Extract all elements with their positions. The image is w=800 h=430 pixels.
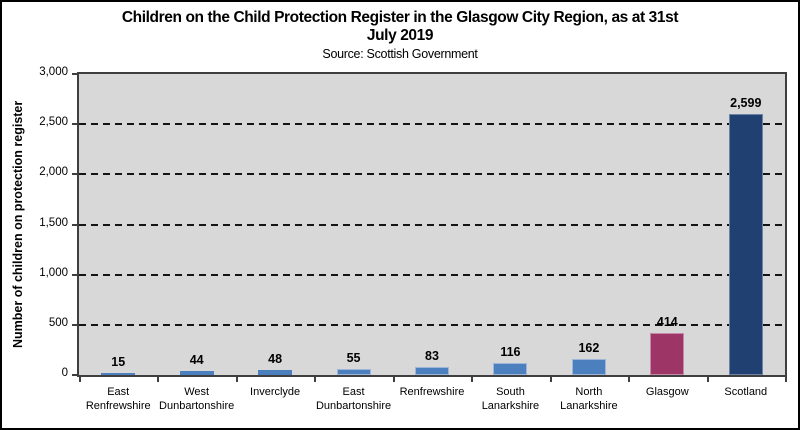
- x-tick-mark: [314, 377, 317, 382]
- bar: [728, 114, 763, 375]
- x-tick-mark: [549, 377, 552, 382]
- chart-title: Children on the Child Protection Registe…: [121, 9, 679, 45]
- x-tick-mark: [79, 377, 81, 382]
- y-tick-mark: [72, 273, 77, 276]
- bar: [101, 373, 136, 375]
- category-label: Inverclyde: [250, 386, 301, 398]
- category-label: East Renfrewshire: [85, 386, 151, 413]
- x-tick-mark: [471, 377, 474, 382]
- bar: [415, 366, 449, 375]
- category-label: North Lanarkshire: [560, 386, 618, 413]
- y-tick-label: 1,000: [39, 266, 68, 279]
- value-label: 55: [346, 351, 361, 366]
- bar: [493, 363, 528, 375]
- y-tick-label: 500: [48, 316, 68, 329]
- value-label: 15: [111, 355, 126, 370]
- value-label: 116: [500, 345, 521, 360]
- value-label: 414: [656, 315, 678, 330]
- bar: [336, 369, 371, 375]
- x-tick-mark: [392, 377, 395, 382]
- y-tick-label: 3,000: [39, 66, 68, 78]
- bar: [650, 333, 685, 375]
- y-tick-label: 2,000: [39, 166, 68, 179]
- x-tick-mark: [157, 377, 160, 382]
- bar: [571, 358, 606, 375]
- y-tick-label: 1,500: [39, 216, 68, 229]
- y-tick-label: 2,500: [39, 116, 68, 129]
- x-tick-mark: [628, 377, 631, 382]
- category-label: Renfrewshire: [399, 386, 465, 398]
- y-tick-mark: [72, 173, 77, 176]
- category-label: Scotland: [724, 386, 768, 398]
- category-label: West Dunbartonshire: [159, 386, 235, 413]
- value-label: 48: [268, 352, 283, 367]
- bar: [258, 370, 293, 375]
- category-label: Glasgow: [645, 386, 689, 398]
- y-tick-mark: [72, 73, 77, 75]
- value-label: 162: [578, 340, 600, 355]
- x-tick-mark: [235, 377, 238, 382]
- value-label: 83: [425, 348, 439, 363]
- y-tick-mark: [72, 123, 77, 126]
- gridline: [79, 273, 785, 276]
- y-tick-label: 0: [61, 367, 68, 379]
- chart-subtitle: Source: Scottish Government: [322, 47, 478, 61]
- category-label: East Dunbartonshire: [315, 386, 392, 413]
- gridline: [79, 123, 785, 126]
- x-tick-mark: [785, 377, 787, 382]
- gridline: [79, 223, 785, 226]
- value-label: 2,599: [730, 96, 762, 111]
- gridline: [79, 323, 785, 326]
- x-tick-mark: [706, 377, 709, 382]
- gridline: [79, 173, 785, 176]
- y-tick-mark: [72, 223, 77, 226]
- y-tick-mark: [72, 374, 77, 376]
- value-label: 44: [189, 352, 204, 367]
- category-label: South Lanarkshire: [481, 386, 540, 413]
- y-tick-mark: [72, 323, 77, 326]
- bar: [179, 370, 214, 375]
